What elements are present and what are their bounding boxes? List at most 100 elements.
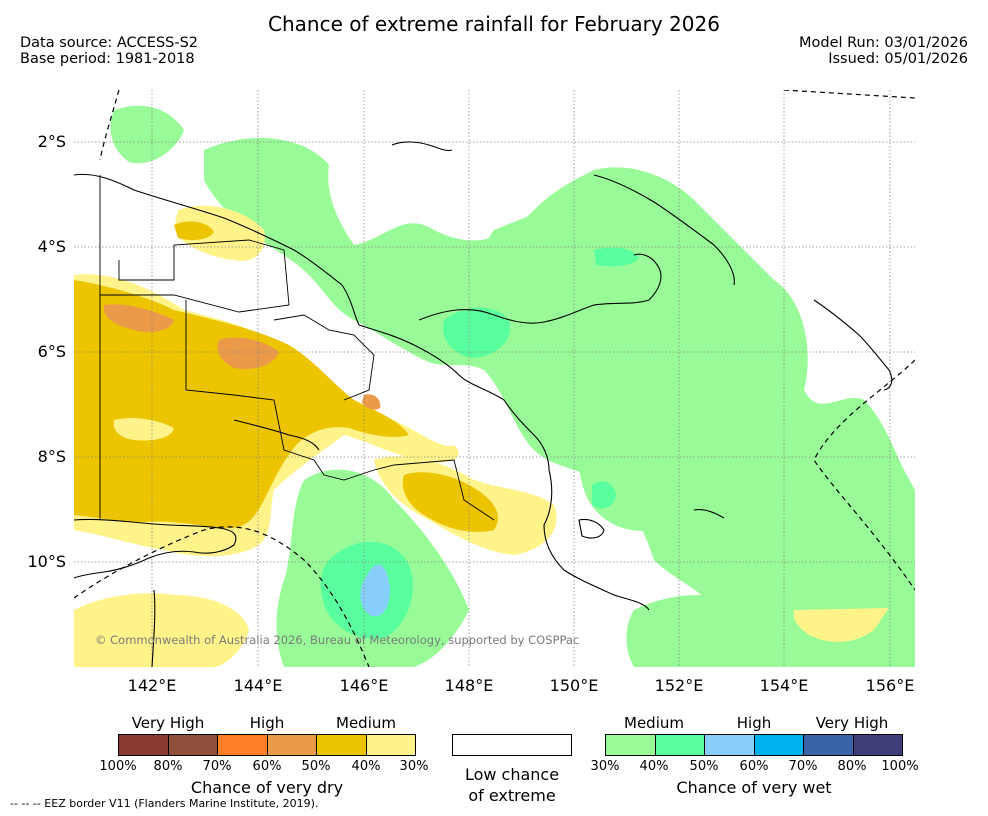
wet-tick-100: 100%	[881, 759, 919, 774]
eez-border-northeast	[783, 90, 915, 99]
lon-label-146e: 146°E	[339, 676, 389, 695]
eez-border-west	[99, 90, 120, 161]
page-title: Chance of extreme rainfall for February …	[268, 12, 720, 36]
wet-swatch-60-70	[754, 735, 804, 755]
dry-region-central-medium	[402, 472, 498, 532]
low-chance-swatch	[452, 734, 572, 756]
wet-swatch-70-80	[804, 735, 854, 755]
dry-region-high-east	[362, 394, 381, 410]
meta-left: Data source: ACCESS-S2 Base period: 1981…	[20, 35, 198, 67]
wet-region-medium-north	[594, 247, 639, 267]
coastline-new-guinea	[74, 173, 650, 611]
lat-label-10s: 10°S	[27, 552, 66, 571]
coastline-manus	[391, 141, 453, 152]
wet-swatch-50-60	[705, 735, 755, 755]
low-chance-line1: Low chance	[464, 765, 560, 784]
issued-date: Issued: 05/01/2026	[828, 51, 968, 67]
coastline-south-png	[74, 518, 237, 579]
meta-right: Model Run: 03/01/2026 Issued: 05/01/2026	[799, 35, 968, 67]
dry-swatch-70-60	[218, 735, 268, 755]
eez-border-note: -- -- -- EEZ border V11 (Flanders Marine…	[10, 797, 319, 810]
dry-tick-70: 70%	[202, 759, 232, 774]
dry-level-medium: Medium	[336, 714, 396, 732]
lat-label-4s: 4°S	[37, 237, 66, 256]
low-chance-label: Low chance of extreme	[465, 764, 559, 806]
low-chance-line2: of extreme	[468, 786, 556, 805]
dry-region-west-inner-light	[113, 417, 174, 441]
wet-region-east-strip	[764, 542, 792, 554]
wet-swatch-40-50	[655, 735, 705, 755]
dry-level-very-high: Very High	[131, 714, 205, 732]
dry-level-high: High	[249, 714, 285, 732]
wet-tick-50: 50%	[689, 759, 719, 774]
rainfall-map	[74, 90, 915, 667]
wet-region-medium-solomon	[592, 481, 616, 509]
dry-region-high-northwest	[103, 304, 174, 332]
dry-region-east-light	[793, 608, 889, 642]
wet-region-north-coast	[204, 138, 915, 667]
dry-swatch-80-70	[168, 735, 218, 755]
dry-region-west-medium	[74, 280, 409, 529]
wet-legend-label: Chance of very wet	[676, 778, 832, 797]
wet-level-very-high: Very High	[815, 714, 889, 732]
coastline-solomon-south	[578, 518, 605, 539]
dry-tick-30: 30%	[399, 759, 429, 774]
lon-label-156e: 156°E	[865, 676, 915, 695]
model-run: Model Run: 03/01/2026	[798, 35, 968, 51]
coastline-louisiade	[693, 508, 725, 519]
wet-tick-30: 30%	[590, 759, 620, 774]
dry-colorbar	[118, 734, 416, 756]
lon-label-152e: 152°E	[654, 676, 704, 695]
wet-region-medium-png	[443, 307, 510, 358]
dry-tick-100: 100%	[99, 759, 137, 774]
data-source: Data source: ACCESS-S2	[20, 35, 199, 51]
coastlines	[74, 141, 893, 667]
dry-tick-60: 60%	[252, 759, 282, 774]
dry-region-north-medium	[174, 221, 214, 240]
border-png-provinces	[100, 239, 495, 521]
wet-tick-40: 40%	[639, 759, 669, 774]
wet-tick-60: 60%	[739, 759, 769, 774]
borders	[99, 175, 495, 521]
coastline-cape-york	[151, 589, 156, 667]
coastline-new-britain	[418, 253, 662, 324]
lat-label-2s: 2°S	[37, 132, 66, 151]
wet-swatch-80-100	[853, 735, 902, 755]
lon-label-144e: 144°E	[233, 676, 283, 695]
coastline-bougainville	[813, 299, 893, 391]
wet-tick-80: 80%	[837, 759, 867, 774]
dry-region-high-central	[217, 337, 279, 370]
lon-label-148e: 148°E	[444, 676, 494, 695]
dry-swatch-40-30	[366, 735, 415, 755]
dry-region-southwest-light	[74, 593, 249, 667]
dry-swatch-50-40	[317, 735, 367, 755]
wet-tick-70: 70%	[788, 759, 818, 774]
dry-swatch-100-80	[119, 735, 169, 755]
dry-legend-label: Chance of very dry	[190, 778, 344, 797]
wet-level-high: High	[736, 714, 772, 732]
base-period: Base period: 1981-2018	[20, 51, 195, 67]
dry-swatch-60-50	[267, 735, 317, 755]
dry-tick-50: 50%	[301, 759, 331, 774]
wet-region-southeast	[626, 595, 771, 667]
wet-colorbar	[605, 734, 903, 756]
gridlines	[74, 90, 915, 667]
wet-regions	[110, 105, 915, 667]
wet-swatch-30-40	[606, 735, 656, 755]
dry-tick-40: 40%	[351, 759, 381, 774]
wet-region-high-south	[360, 564, 390, 617]
coastline-new-ireland	[593, 174, 735, 286]
copyright-notice: © Commonwealth of Australia 2026, Bureau…	[95, 633, 580, 647]
coastline-gulf	[233, 419, 320, 451]
lon-label-142e: 142°E	[127, 676, 177, 695]
eez-borders	[74, 90, 915, 667]
lat-label-6s: 6°S	[37, 342, 66, 361]
lon-label-150e: 150°E	[549, 676, 599, 695]
wet-level-medium: Medium	[624, 714, 684, 732]
lon-label-154e: 154°E	[759, 676, 809, 695]
wet-region-north-bismarck	[110, 105, 184, 164]
lat-label-8s: 8°S	[37, 447, 66, 466]
eez-border-south	[74, 526, 370, 667]
dry-tick-80: 80%	[153, 759, 183, 774]
eez-border-east	[813, 359, 915, 591]
